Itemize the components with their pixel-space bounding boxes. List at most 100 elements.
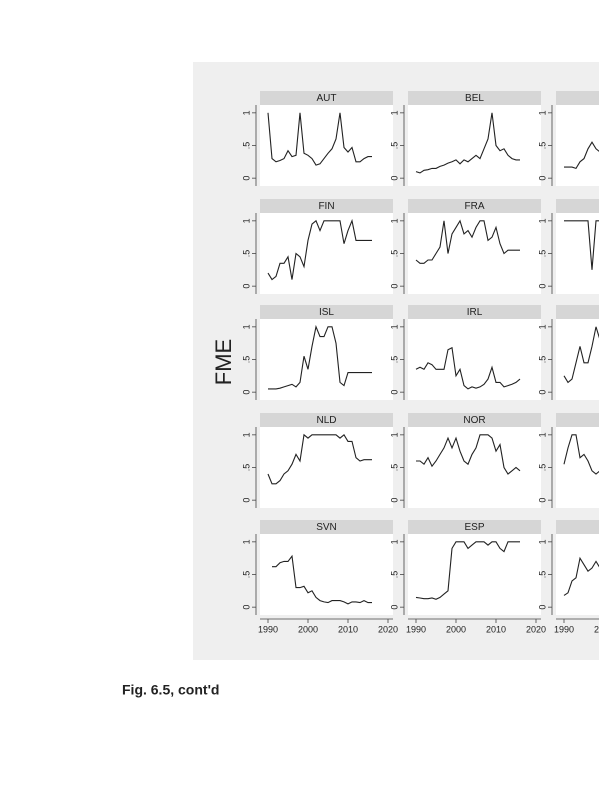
plot-area xyxy=(260,534,393,615)
y-tick-label: 0 xyxy=(241,498,251,503)
plot-area xyxy=(556,427,599,508)
y-tick-label: .5 xyxy=(389,250,399,258)
y-tick-label: .5 xyxy=(241,250,251,258)
x-tick-label: 2020 xyxy=(378,624,398,634)
y-tick-label: 1 xyxy=(241,539,251,544)
x-tick-label: 1990 xyxy=(406,624,426,634)
data-line xyxy=(564,220,599,270)
y-tick-label: 0 xyxy=(537,176,547,181)
y-tick-label: 1 xyxy=(537,324,547,329)
y-tick-label: .5 xyxy=(241,142,251,150)
panel-header xyxy=(408,413,541,427)
y-tick-label: 1 xyxy=(389,324,399,329)
y-tick-label: 1 xyxy=(537,110,547,115)
x-tick-label: 2010 xyxy=(338,624,358,634)
plot-area xyxy=(408,213,541,294)
panel-title: SVN xyxy=(316,522,337,533)
y-tick-label: .5 xyxy=(389,571,399,579)
panel-header xyxy=(556,520,599,534)
data-line xyxy=(415,219,520,264)
panel-header xyxy=(260,305,393,319)
data-line xyxy=(563,326,599,384)
y-tick-label: 0 xyxy=(241,176,251,181)
panel-title: IRL xyxy=(467,307,483,318)
y-tick-label: 1 xyxy=(537,432,547,437)
y-tick-label: .5 xyxy=(389,464,399,472)
y-tick-label: 1 xyxy=(241,432,251,437)
data-line xyxy=(415,112,520,174)
y-tick-label: 1 xyxy=(389,218,399,223)
data-line xyxy=(267,112,372,166)
x-tick-label: 2010 xyxy=(486,624,506,634)
y-tick-label: 0 xyxy=(241,605,251,610)
x-tick-label: 1990 xyxy=(554,624,574,634)
panel-header xyxy=(260,520,393,534)
plot-area xyxy=(260,319,393,400)
plot-area xyxy=(408,534,541,615)
panel-title: FRA xyxy=(465,201,485,212)
y-tick-label: .5 xyxy=(241,571,251,579)
y-tick-label: 1 xyxy=(389,432,399,437)
y-tick-label: 1 xyxy=(537,539,547,544)
y-tick-label: 1 xyxy=(389,539,399,544)
y-tick-label: .5 xyxy=(537,250,547,258)
x-tick-label: 2000 xyxy=(446,624,466,634)
panel-header xyxy=(260,413,393,427)
panel-title: BEL xyxy=(465,93,484,104)
x-tick-label: 1990 xyxy=(258,624,278,634)
y-tick-label: 0 xyxy=(537,284,547,289)
panel-title: NOR xyxy=(463,415,485,426)
data-line xyxy=(563,556,599,596)
panel-header xyxy=(260,91,393,105)
y-tick-label: 1 xyxy=(537,218,547,223)
y-tick-label: 1 xyxy=(241,218,251,223)
x-tick-label: 2020 xyxy=(526,624,546,634)
y-tick-label: 0 xyxy=(389,498,399,503)
plot-area xyxy=(556,534,599,615)
plot-area xyxy=(556,105,599,186)
y-tick-label: .5 xyxy=(537,571,547,579)
y-tick-label: .5 xyxy=(241,464,251,472)
plot-area xyxy=(260,213,393,294)
y-tick-label: 0 xyxy=(241,390,251,395)
y-tick-label: .5 xyxy=(537,142,547,150)
panel-header xyxy=(408,305,541,319)
panel-title: AUT xyxy=(317,93,337,104)
y-tick-label: 0 xyxy=(389,284,399,289)
panel-header xyxy=(408,91,541,105)
y-tick-label: 0 xyxy=(389,605,399,610)
data-line xyxy=(268,324,372,390)
y-tick-label: .5 xyxy=(389,356,399,364)
plot-area xyxy=(260,427,393,508)
panel-title: FIN xyxy=(318,201,334,212)
y-tick-label: 1 xyxy=(389,110,399,115)
y-axis-title: FME xyxy=(211,339,236,385)
panel-header xyxy=(556,305,599,319)
x-tick-label: 2000 xyxy=(594,624,599,634)
plot-area xyxy=(260,105,393,186)
data-line xyxy=(564,141,599,170)
figure-caption: Fig. 6.5, cont'd xyxy=(122,682,219,698)
plot-area xyxy=(556,213,599,294)
data-line xyxy=(267,218,372,281)
panel-header xyxy=(556,413,599,427)
y-tick-label: 0 xyxy=(389,176,399,181)
plot-area xyxy=(408,319,541,400)
panel-header xyxy=(408,199,541,213)
panel-title: NLD xyxy=(316,415,336,426)
panel-header xyxy=(260,199,393,213)
data-line xyxy=(267,433,372,485)
y-tick-label: 0 xyxy=(537,390,547,395)
panel-header xyxy=(556,91,599,105)
y-tick-label: .5 xyxy=(537,356,547,364)
y-tick-label: 0 xyxy=(537,498,547,503)
data-line xyxy=(272,554,372,605)
data-line xyxy=(415,346,521,390)
panel-header xyxy=(408,520,541,534)
plot-area xyxy=(408,105,541,186)
x-tick-label: 2000 xyxy=(298,624,318,634)
y-tick-label: 0 xyxy=(389,390,399,395)
data-line xyxy=(416,434,521,475)
